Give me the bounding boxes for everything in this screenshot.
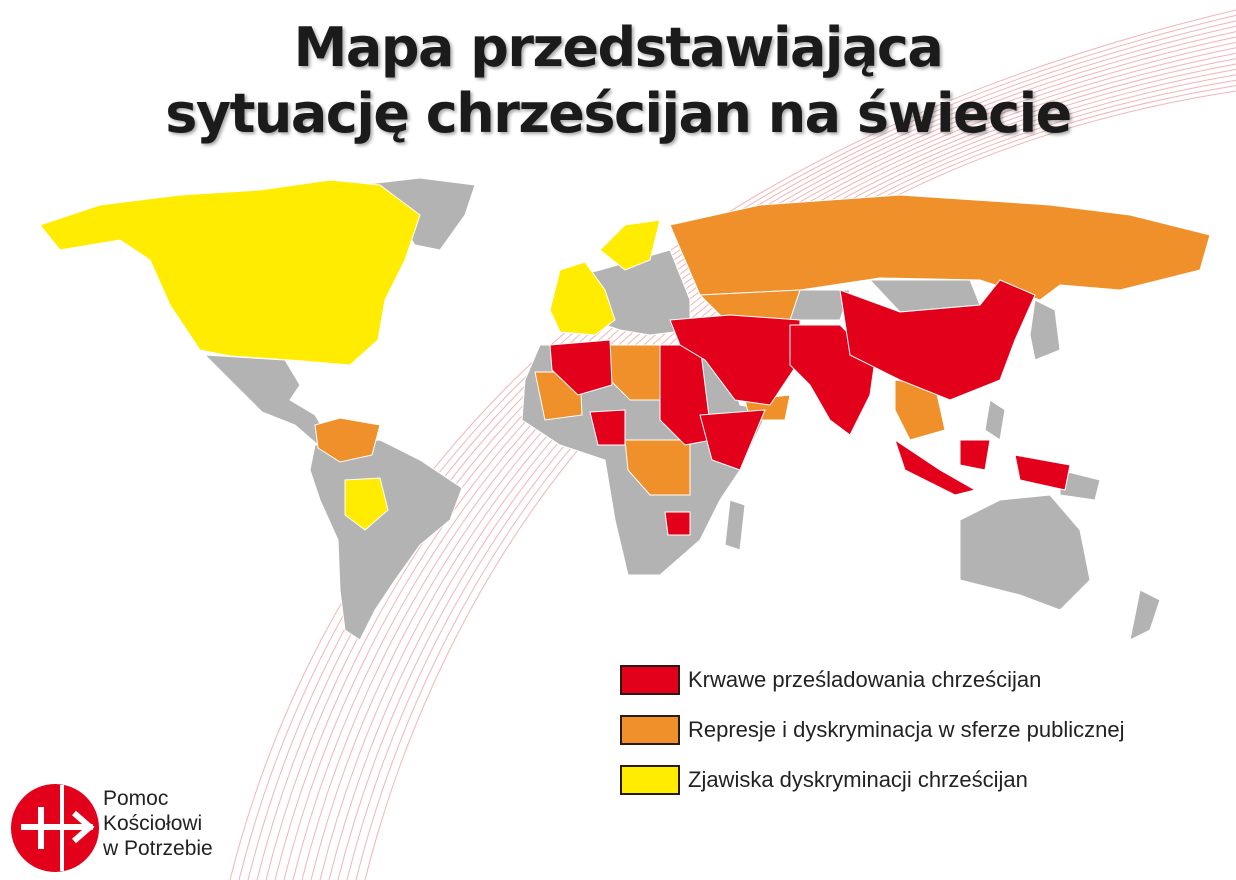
legend-swatch-red (620, 665, 680, 695)
algeria (549, 339, 613, 396)
nigeria (589, 409, 626, 446)
decorative-curve (265, 31, 1236, 880)
title-line-2: sytuację chrześcijan na świecie (165, 82, 1072, 145)
red-countries (549, 279, 1071, 536)
orange-countries (314, 194, 1211, 496)
decorative-curve (229, 9, 1236, 880)
western-europe (549, 261, 616, 336)
yellow-countries (39, 179, 661, 531)
bolivia (344, 477, 389, 531)
cross-arrow-logo-icon (11, 784, 99, 872)
legend-swatch-yellow (620, 765, 680, 795)
horn-of-africa (699, 409, 766, 471)
logo-line-1: Pomoc (103, 787, 169, 810)
legend-label: Krwawe prześladowania chrześcijan (688, 667, 1042, 692)
new-zealand (1129, 589, 1161, 641)
legend-item-discrimination: Zjawiska dyskryminacji chrześcijan (620, 755, 1125, 805)
decorative-curve (256, 25, 1236, 880)
legend-label: Zjawiska dyskryminacji chrześcijan (688, 767, 1028, 792)
legend-item-repression: Represje i dyskryminacja w sferze public… (620, 705, 1125, 755)
japan (1029, 299, 1061, 361)
legend-swatch-orange (620, 715, 680, 745)
scandinavia (599, 219, 661, 271)
decorative-curve (238, 14, 1236, 880)
legend: Krwawe prześladowania chrześcijan Repres… (620, 655, 1125, 805)
indonesia (894, 438, 1071, 496)
zimbabwe (664, 511, 691, 536)
mexico-central-america (203, 354, 331, 446)
canada-usa (39, 179, 421, 366)
middle-east (669, 314, 801, 406)
logo-line-2: Kościołowi (103, 812, 203, 835)
legend-item-bloody: Krwawe prześladowania chrześcijan (620, 655, 1125, 705)
decorative-curve (247, 20, 1236, 880)
title-line-1: Mapa przedstawiająca (293, 16, 944, 79)
south-america (309, 439, 463, 641)
central-africa (624, 439, 691, 496)
logo-text: Pomoc Kościołowi w Potrzebie (103, 786, 213, 861)
legend-label: Represje i dyskryminacja w sferze public… (688, 717, 1125, 742)
logo-line-3: w Potrzebie (103, 837, 213, 860)
colombia-venezuela (314, 417, 381, 463)
madagascar (724, 499, 746, 551)
australia (959, 494, 1091, 611)
china (839, 279, 1036, 401)
